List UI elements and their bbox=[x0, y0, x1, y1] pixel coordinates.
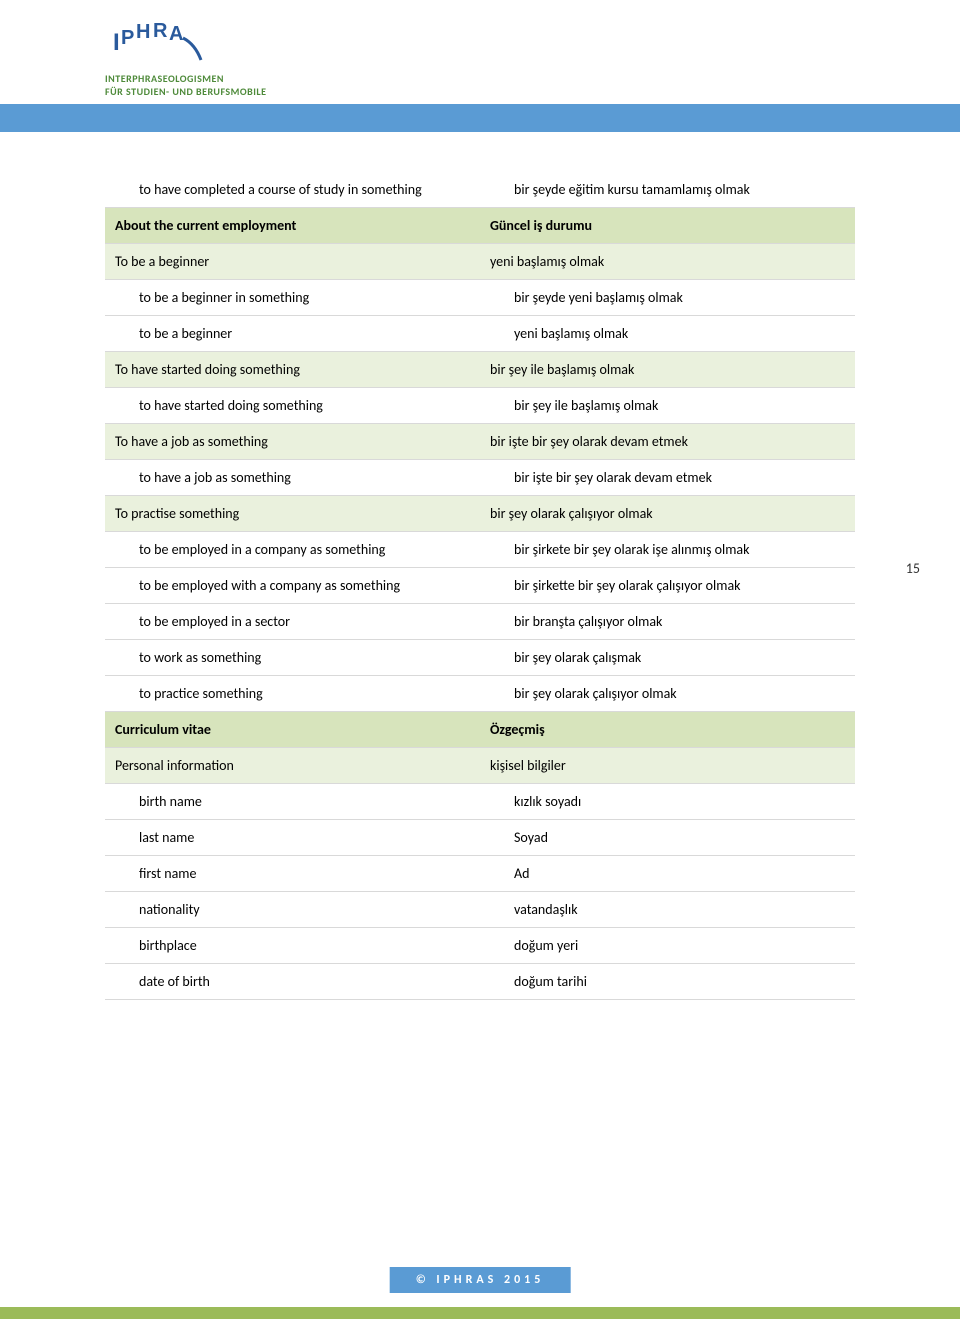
svg-text:P: P bbox=[121, 27, 134, 49]
logo-line2: FÜR STUDIEN- UND BERUFSMOBILE bbox=[105, 85, 960, 98]
cell-left: to be employed in a sector bbox=[105, 604, 480, 639]
svg-text:I: I bbox=[113, 29, 120, 56]
table-row: birth namekızlık soyadı bbox=[105, 784, 855, 820]
footer-label: © IPHRAS 2015 bbox=[390, 1267, 571, 1293]
cell-right: bir şey ile başlamış olmak bbox=[480, 388, 855, 423]
table-row: to have started doing somethingbir şey i… bbox=[105, 388, 855, 424]
table-row: to be a beginneryeni başlamış olmak bbox=[105, 316, 855, 352]
table-row: to be a beginner in somethingbir şeyde y… bbox=[105, 280, 855, 316]
cell-left: To have a job as something bbox=[105, 424, 480, 459]
cell-right: Ad bbox=[480, 856, 855, 891]
cell-right: doğum yeri bbox=[480, 928, 855, 963]
cell-right: bir şey olarak çalışmak bbox=[480, 640, 855, 675]
table-row: nationalityvatandaşlık bbox=[105, 892, 855, 928]
cell-right: kişisel bilgiler bbox=[480, 748, 855, 783]
cell-left: Personal information bbox=[105, 748, 480, 783]
cell-right: bir işte bir şey olarak devam etmek bbox=[480, 460, 855, 495]
table-row: birthplacedoğum yeri bbox=[105, 928, 855, 964]
cell-right: yeni başlamış olmak bbox=[480, 316, 855, 351]
content-table: to have completed a course of study in s… bbox=[0, 132, 960, 1000]
cell-right: Güncel iş durumu bbox=[480, 208, 855, 243]
cell-right: bir işte bir şey olarak devam etmek bbox=[480, 424, 855, 459]
cell-right: Soyad bbox=[480, 820, 855, 855]
cell-right: bir şey olarak çalışıyor olmak bbox=[480, 496, 855, 531]
logo-subtitle: INTERPHRASEOLOGISMEN FÜR STUDIEN- UND BE… bbox=[105, 72, 960, 98]
table-row: to have completed a course of study in s… bbox=[105, 172, 855, 208]
cell-right: bir şey olarak çalışıyor olmak bbox=[480, 676, 855, 711]
cell-left: date of birth bbox=[105, 964, 480, 999]
cell-left: Curriculum vitae bbox=[105, 712, 480, 747]
svg-text:R: R bbox=[153, 20, 168, 42]
table-row: to have a job as somethingbir işte bir ş… bbox=[105, 460, 855, 496]
table-row: to practice somethingbir şey olarak çalı… bbox=[105, 676, 855, 712]
table-row: first nameAd bbox=[105, 856, 855, 892]
table-row: Curriculum vitaeÖzgeçmiş bbox=[105, 712, 855, 748]
cell-left: to be employed in a company as something bbox=[105, 532, 480, 567]
table-row: to be employed in a sectorbir branşta ça… bbox=[105, 604, 855, 640]
iphras-logo-icon: I P H R A bbox=[105, 20, 225, 70]
table-row: Personal informationkişisel bilgiler bbox=[105, 748, 855, 784]
table-row: To have a job as somethingbir işte bir ş… bbox=[105, 424, 855, 460]
table-row: To be a beginneryeni başlamış olmak bbox=[105, 244, 855, 280]
svg-text:H: H bbox=[136, 21, 150, 43]
cell-left: To practise something bbox=[105, 496, 480, 531]
table-row: last nameSoyad bbox=[105, 820, 855, 856]
header: I P H R A INTERPHRASEOLOGISMEN FÜR STUDI… bbox=[0, 0, 960, 98]
cell-left: to be a beginner bbox=[105, 316, 480, 351]
table-row: date of birthdoğum tarihi bbox=[105, 964, 855, 1000]
cell-left: birth name bbox=[105, 784, 480, 819]
cell-right: bir şirkete bir şey olarak işe alınmış o… bbox=[480, 532, 855, 567]
cell-left: About the current employment bbox=[105, 208, 480, 243]
table-row: To practise somethingbir şey olarak çalı… bbox=[105, 496, 855, 532]
logo: I P H R A bbox=[105, 20, 960, 70]
cell-left: to practice something bbox=[105, 676, 480, 711]
header-blue-bar bbox=[0, 104, 960, 132]
cell-right: bir şey ile başlamış olmak bbox=[480, 352, 855, 387]
cell-left: to have a job as something bbox=[105, 460, 480, 495]
svg-text:A: A bbox=[169, 23, 183, 45]
cell-right: vatandaşlık bbox=[480, 892, 855, 927]
table-row: To have started doing somethingbir şey i… bbox=[105, 352, 855, 388]
cell-right: bir şirkette bir şey olarak çalışıyor ol… bbox=[480, 568, 855, 603]
table-row: to work as somethingbir şey olarak çalış… bbox=[105, 640, 855, 676]
cell-left: To have started doing something bbox=[105, 352, 480, 387]
footer-green-strip bbox=[0, 1307, 960, 1319]
cell-left: to have completed a course of study in s… bbox=[105, 172, 480, 207]
cell-right: bir şeyde eğitim kursu tamamlamış olmak bbox=[480, 172, 855, 207]
cell-left: To be a beginner bbox=[105, 244, 480, 279]
cell-left: nationality bbox=[105, 892, 480, 927]
logo-line1: INTERPHRASEOLOGISMEN bbox=[105, 72, 960, 85]
page-number: 15 bbox=[906, 560, 920, 577]
cell-right: bir şeyde yeni başlamış olmak bbox=[480, 280, 855, 315]
table-row: to be employed with a company as somethi… bbox=[105, 568, 855, 604]
cell-left: to be a beginner in something bbox=[105, 280, 480, 315]
cell-right: bir branşta çalışıyor olmak bbox=[480, 604, 855, 639]
cell-right: yeni başlamış olmak bbox=[480, 244, 855, 279]
table-row: to be employed in a company as something… bbox=[105, 532, 855, 568]
cell-left: last name bbox=[105, 820, 480, 855]
cell-left: to have started doing something bbox=[105, 388, 480, 423]
cell-left: first name bbox=[105, 856, 480, 891]
cell-left: to work as something bbox=[105, 640, 480, 675]
page: I P H R A INTERPHRASEOLOGISMEN FÜR STUDI… bbox=[0, 0, 960, 1319]
cell-right: Özgeçmiş bbox=[480, 712, 855, 747]
cell-left: to be employed with a company as somethi… bbox=[105, 568, 480, 603]
cell-right: kızlık soyadı bbox=[480, 784, 855, 819]
cell-right: doğum tarihi bbox=[480, 964, 855, 999]
cell-left: birthplace bbox=[105, 928, 480, 963]
table-row: About the current employmentGüncel iş du… bbox=[105, 208, 855, 244]
